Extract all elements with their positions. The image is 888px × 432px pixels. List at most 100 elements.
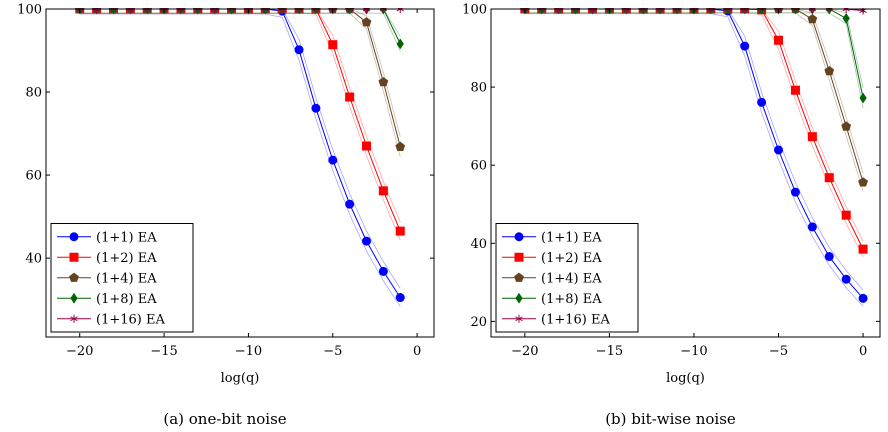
- y-tick-label: 60: [25, 169, 42, 184]
- data-point: [824, 65, 835, 76]
- data-point: [859, 92, 867, 104]
- data-point: [841, 274, 851, 284]
- data-point: [807, 14, 818, 24]
- data-point: [807, 222, 817, 232]
- y-tick-label: 100: [462, 3, 487, 18]
- legend-label: (1+8) EA: [96, 292, 157, 307]
- data-point: [362, 141, 372, 151]
- legend-marker: [515, 314, 523, 323]
- data-point: [345, 92, 355, 102]
- legend-item: (1+1) EA: [57, 230, 157, 245]
- y-tick-label: 20: [470, 315, 487, 330]
- legend-item: (1+4) EA: [57, 271, 157, 286]
- y-tick-label: 60: [470, 159, 487, 174]
- x-tick-label: 0: [413, 344, 421, 359]
- data-point: [824, 173, 834, 183]
- legend: (1+1) EA (1+2) EA (1+4) EA (1+8) EA (1+16) E…: [495, 223, 639, 333]
- series-lower-band: [524, 12, 864, 109]
- legend-label: (1+1) EA: [541, 230, 602, 245]
- data-point: [395, 141, 406, 151]
- legend-label: (1+4) EA: [541, 271, 602, 286]
- series-upper-band: [524, 8, 864, 242]
- series-lower-band: [524, 12, 864, 192]
- legend-label: (1+1) EA: [96, 230, 157, 245]
- legend-marker: [69, 272, 79, 282]
- legend-item: (1+16) EA: [57, 312, 165, 327]
- series-1-2-ea: [520, 8, 868, 258]
- data-point: [294, 45, 304, 55]
- data-point: [858, 293, 868, 303]
- x-tick-label: −10: [235, 344, 262, 359]
- legend-marker: [514, 272, 524, 282]
- series-lower-band: [79, 12, 401, 157]
- legend-item: (1+4) EA: [502, 271, 602, 286]
- legend-label: (1+4) EA: [96, 271, 157, 286]
- data-point: [361, 17, 372, 27]
- series-upper-band: [79, 8, 401, 138]
- data-point: [841, 121, 852, 131]
- data-point: [807, 132, 817, 142]
- series-line: [79, 8, 401, 232]
- legend-marker: [70, 314, 78, 323]
- data-point: [378, 76, 389, 87]
- data-point: [740, 41, 750, 51]
- data-point: [842, 12, 850, 24]
- x-tick-label: 0: [859, 344, 867, 359]
- legend-marker: [69, 232, 79, 242]
- data-point: [774, 35, 784, 45]
- series-upper-band: [524, 8, 864, 174]
- data-point: [362, 236, 372, 246]
- data-point: [757, 97, 767, 107]
- legend-marker: [514, 252, 524, 262]
- data-point: [774, 145, 784, 155]
- data-point: [395, 293, 405, 303]
- series-line: [79, 8, 401, 147]
- legend-label: (1+8) EA: [541, 292, 602, 307]
- y-tick-label: 100: [17, 3, 42, 18]
- y-tick-label: 40: [25, 252, 42, 267]
- data-point: [328, 40, 338, 50]
- series-line: [524, 8, 864, 183]
- x-tick-label: −5: [323, 344, 342, 359]
- figure-caption: (b) bit-wise noise: [605, 410, 736, 428]
- legend-label: (1+2) EA: [96, 251, 157, 266]
- legend-item: (1+2) EA: [502, 251, 602, 266]
- data-point: [858, 244, 868, 254]
- data-point: [824, 252, 834, 262]
- series-line: [524, 8, 864, 250]
- x-tick-label: −20: [66, 344, 93, 359]
- legend: (1+1) EA (1+2) EA (1+4) EA (1+8) EA (1+16) E…: [50, 223, 194, 333]
- data-point: [790, 85, 800, 95]
- legend-label: (1+2) EA: [541, 251, 602, 266]
- legend-item: (1+1) EA: [502, 230, 602, 245]
- data-point: [395, 226, 405, 236]
- legend-label: (1+16) EA: [96, 312, 165, 327]
- legend-marker: [69, 252, 79, 262]
- legend-marker: [515, 292, 523, 304]
- data-point: [396, 38, 404, 50]
- data-point: [841, 210, 851, 220]
- legend-item: (1+2) EA: [57, 251, 157, 266]
- plot-frame: [490, 8, 881, 338]
- x-axis-label: log(q): [666, 371, 705, 386]
- series-upper-band: [79, 8, 401, 223]
- legend-item: (1+16) EA: [502, 312, 610, 327]
- x-tick-label: −5: [769, 344, 788, 359]
- legend-item: (1+8) EA: [57, 292, 157, 307]
- x-tick-label: −15: [596, 344, 623, 359]
- data-point: [790, 187, 800, 197]
- data-point: [378, 266, 388, 276]
- x-axis-label: log(q): [221, 371, 260, 386]
- data-point: [858, 177, 868, 187]
- legend-marker: [514, 232, 524, 242]
- legend-marker: [70, 292, 78, 304]
- legend-label: (1+16) EA: [541, 312, 610, 327]
- series-1-4-ea: [75, 8, 406, 157]
- series-1-8-ea: [76, 8, 404, 52]
- series-lower-band: [79, 12, 401, 52]
- y-tick-label: 80: [470, 81, 487, 96]
- data-point: [378, 186, 388, 196]
- x-tick-label: −10: [680, 344, 707, 359]
